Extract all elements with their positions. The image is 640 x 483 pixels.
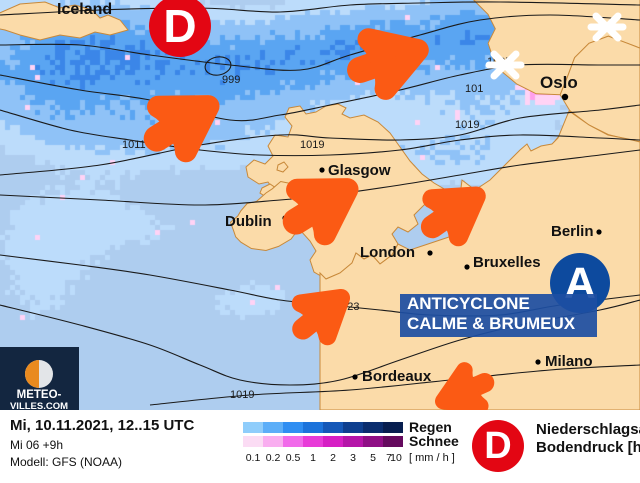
svg-text:0.2: 0.2: [266, 452, 281, 464]
svg-text:Schnee: Schnee: [409, 433, 459, 449]
svg-text:[ mm / h ]: [ mm / h ]: [409, 452, 455, 464]
svg-text:Glasgow: Glasgow: [328, 162, 391, 179]
svg-text:1: 1: [310, 452, 316, 464]
svg-text:Milano: Milano: [545, 353, 593, 370]
svg-text:Bruxelles: Bruxelles: [473, 254, 541, 271]
svg-text:ANTICYCLONE: ANTICYCLONE: [407, 294, 530, 313]
svg-text:Mi 06 +9h: Mi 06 +9h: [10, 438, 63, 452]
svg-text:Modell: GFS (NOAA): Modell: GFS (NOAA): [10, 455, 122, 469]
svg-text:Mi, 10.11.2021, 12..15 UTC: Mi, 10.11.2021, 12..15 UTC: [10, 417, 194, 434]
svg-text:3: 3: [350, 452, 356, 464]
svg-text:101: 101: [465, 83, 483, 95]
svg-text:1019: 1019: [455, 119, 479, 131]
svg-text:D: D: [163, 0, 196, 52]
svg-text:1011: 1011: [122, 139, 146, 151]
svg-text:0.1: 0.1: [246, 452, 261, 464]
svg-text:Dublin: Dublin: [225, 213, 272, 230]
svg-text:0.5: 0.5: [286, 452, 301, 464]
svg-text:Niederschlagsart: Niederschlagsart: [536, 421, 640, 438]
svg-text:Oslo: Oslo: [540, 73, 578, 92]
svg-text:Bordeaux: Bordeaux: [362, 368, 432, 385]
svg-text:VILLES.COM: VILLES.COM: [10, 401, 68, 410]
svg-text:D: D: [484, 425, 511, 467]
svg-text:CALME & BRUMEUX: CALME & BRUMEUX: [407, 314, 576, 333]
svg-text:5: 5: [370, 452, 376, 464]
svg-text:Berlin: Berlin: [551, 223, 594, 240]
svg-text:10: 10: [390, 452, 402, 464]
svg-text:METEO-: METEO-: [17, 389, 62, 401]
svg-text:Iceland: Iceland: [57, 1, 112, 18]
svg-text:1019: 1019: [230, 389, 254, 401]
svg-text:2: 2: [330, 452, 336, 464]
svg-text:1019: 1019: [300, 139, 324, 151]
svg-text:London: London: [360, 244, 415, 261]
svg-text:999: 999: [222, 74, 240, 86]
svg-text:Bodendruck [hPa]: Bodendruck [hPa]: [536, 439, 640, 456]
